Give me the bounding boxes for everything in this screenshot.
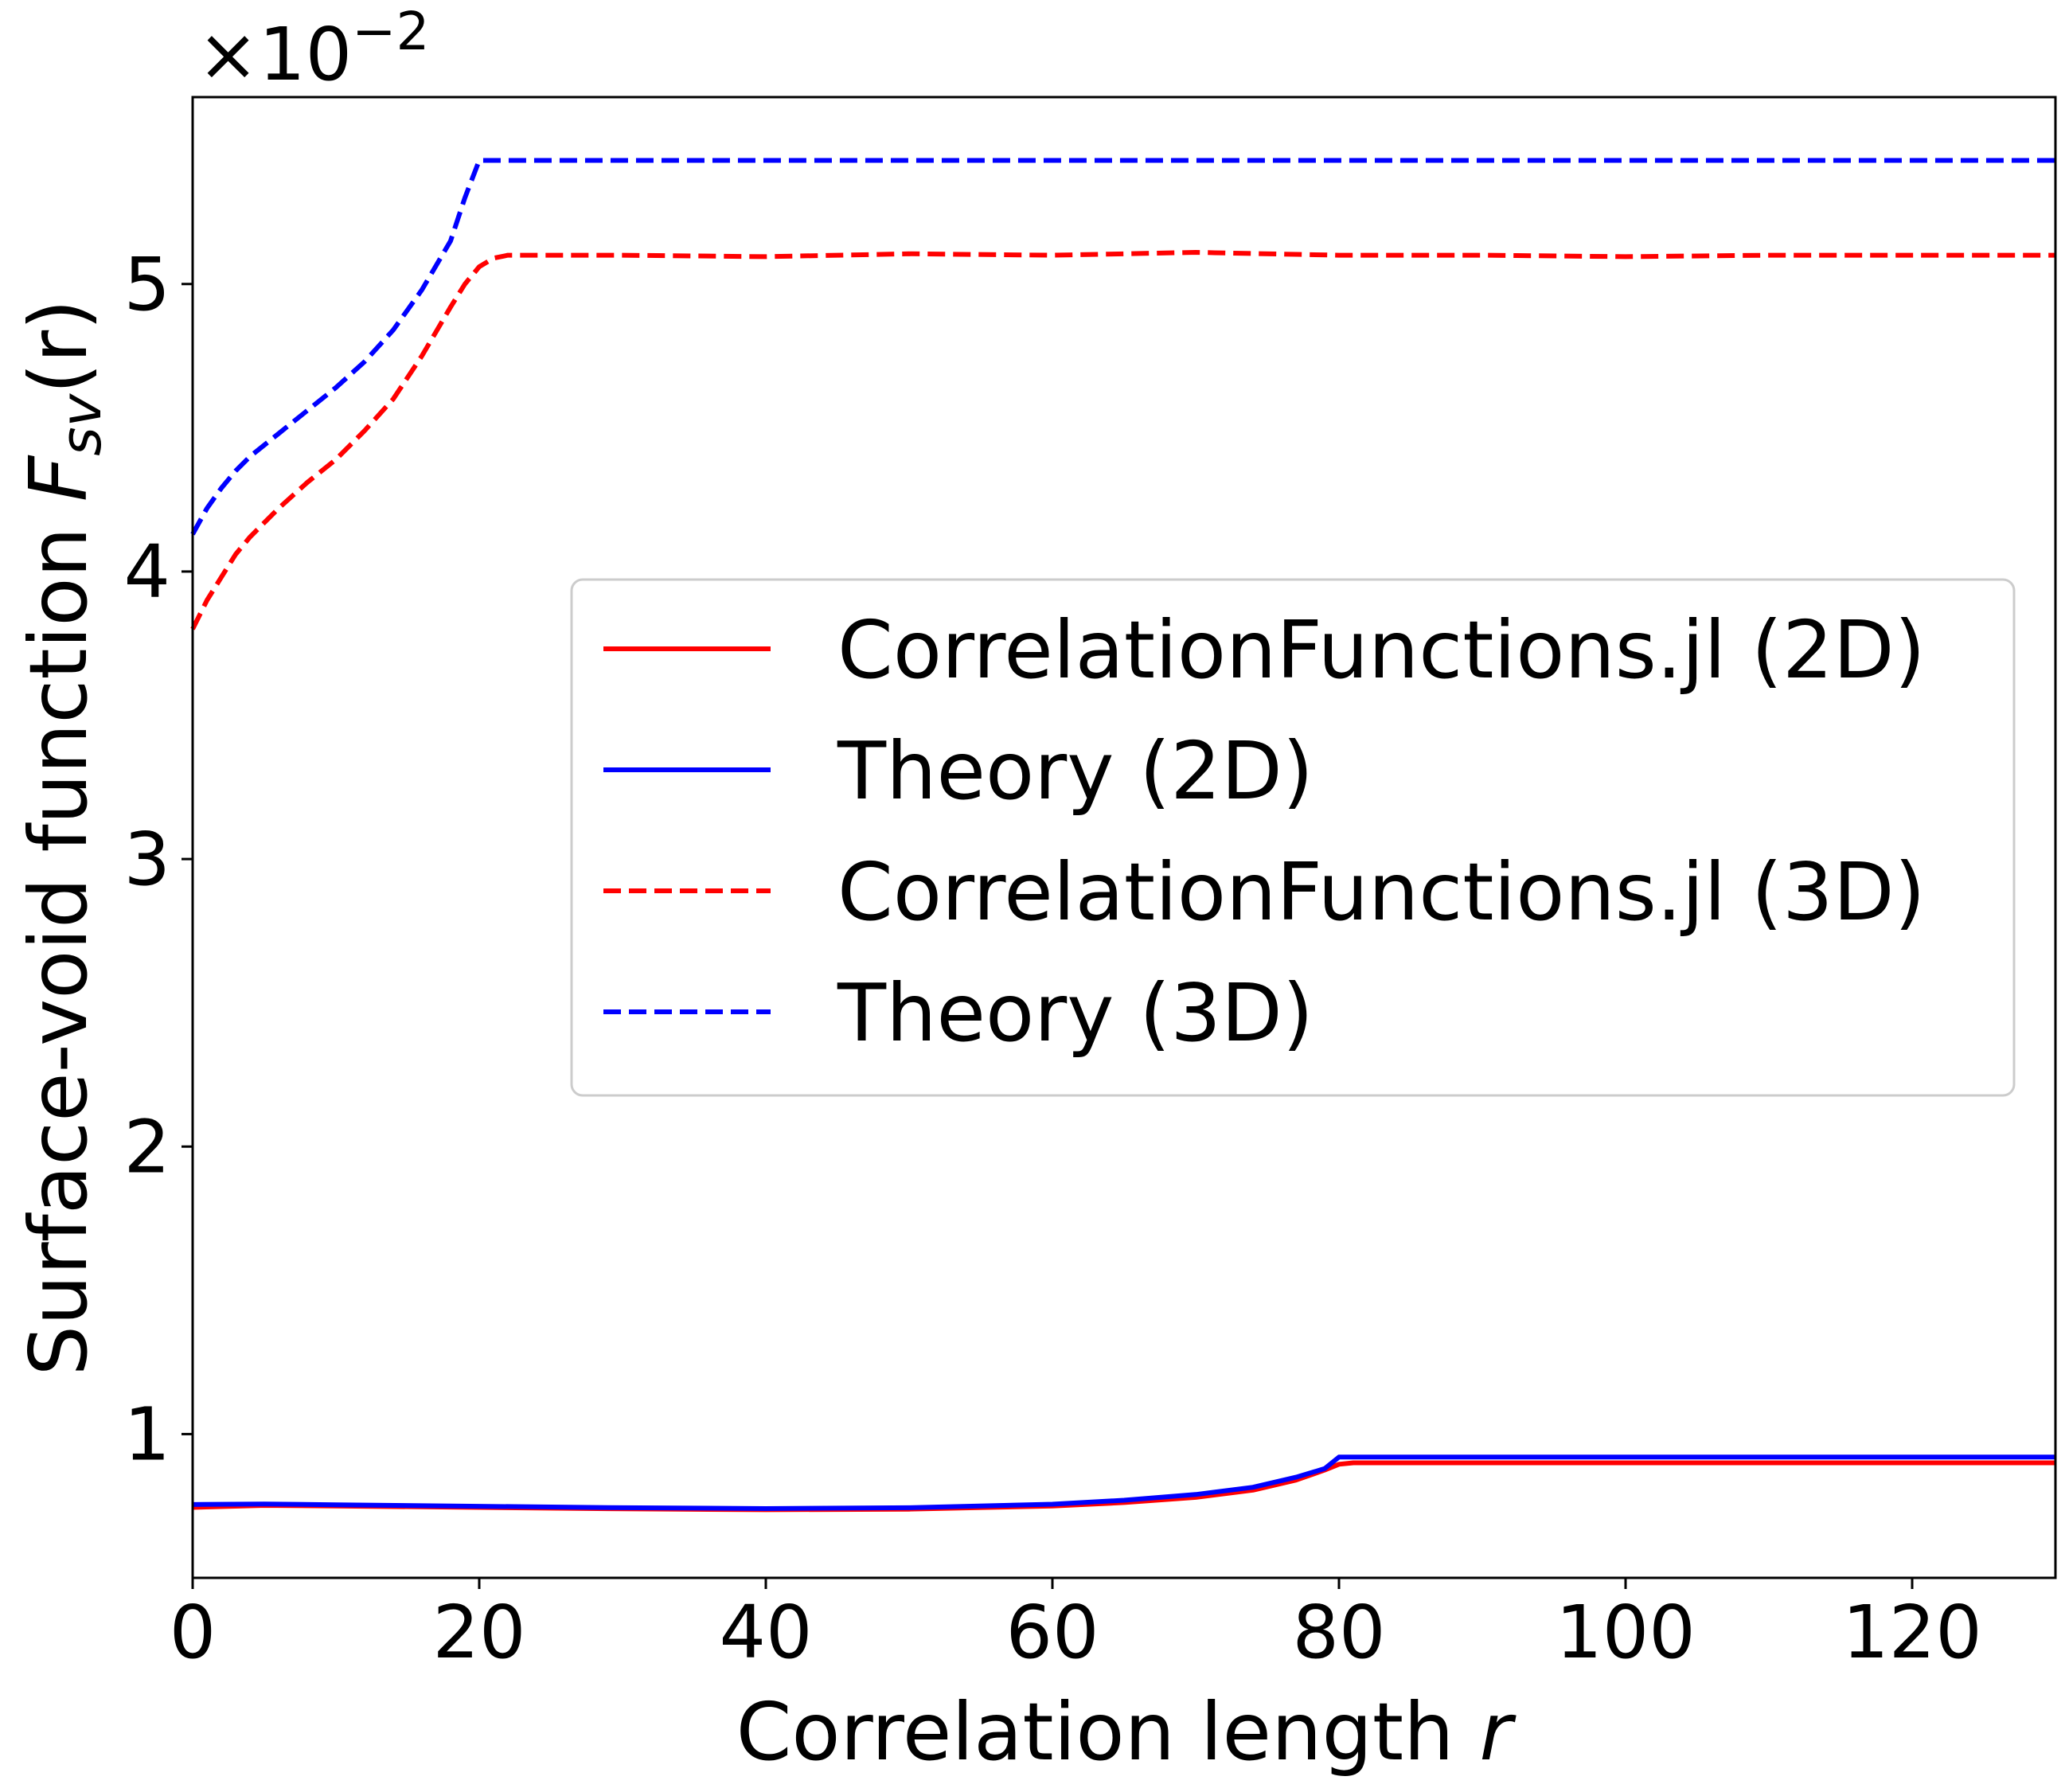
x-axis-label: Correlation length r	[736, 1685, 1517, 1778]
y-tick-label: 4	[123, 529, 170, 615]
y-tick-label: 2	[123, 1104, 170, 1189]
y-tick-label: 1	[123, 1392, 170, 1477]
series-line-theory-2d	[192, 1454, 2055, 1511]
y-axis-label: Surface-void function Fsv(r)	[12, 299, 114, 1376]
x-tick-label: 40	[719, 1590, 812, 1675]
plot-frame	[191, 96, 2057, 1579]
x-tick-label: 20	[432, 1590, 525, 1675]
y-tick-label: 3	[123, 817, 170, 902]
legend-label: Theory (3D)	[837, 966, 1314, 1060]
series-layer	[190, 158, 2055, 1513]
legend-frame	[570, 578, 2016, 1097]
y-tick-label: 5	[123, 242, 170, 327]
legend-label: Theory (2D)	[837, 724, 1314, 818]
x-tick-label: 100	[1556, 1590, 1696, 1675]
x-tick-label: 60	[1005, 1590, 1099, 1675]
x-tick-label: 120	[1842, 1590, 1982, 1675]
x-axis-ticks: 0 20 40 60 80 100 120	[170, 1578, 1982, 1675]
y-axis-ticks: 1 2 3 4 5	[123, 242, 193, 1477]
y-offset-multiplier: ×10−2	[197, 1, 429, 97]
x-tick-label: 0	[170, 1590, 217, 1675]
series-line-theory-3d	[190, 158, 2055, 536]
x-tick-label: 80	[1292, 1590, 1385, 1675]
legend: CorrelationFunctions.jl (2D) Theory (2D) C…	[570, 578, 2016, 1097]
legend-label: CorrelationFunctions.jl (3D)	[837, 845, 1926, 939]
series-line-correlationfunctions-jl-3d	[190, 250, 2055, 631]
legend-label: CorrelationFunctions.jl (2D)	[837, 603, 1926, 697]
